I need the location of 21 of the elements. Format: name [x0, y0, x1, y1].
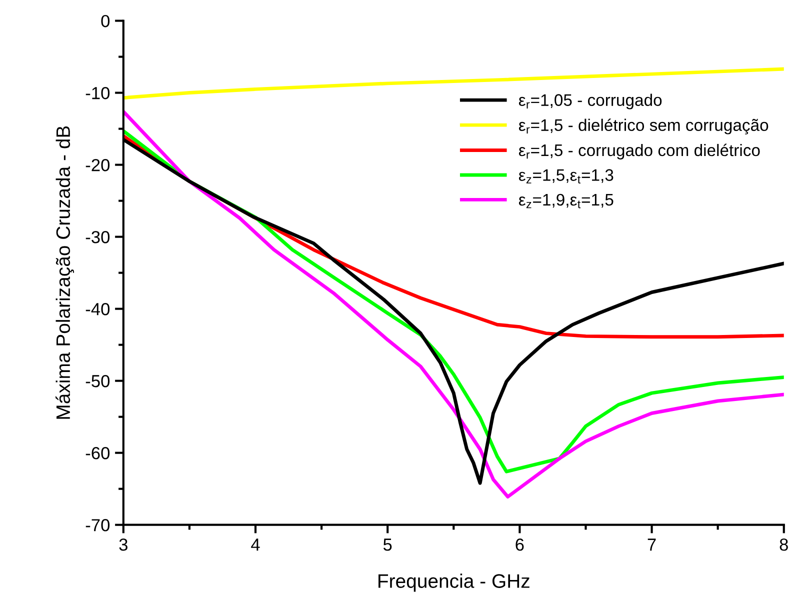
y-tick-label: -20 — [86, 158, 110, 172]
y-tick-label: -30 — [86, 230, 110, 244]
y-tick-label: -10 — [86, 86, 110, 100]
legend-label: ε$_{z}$=1,5,ε$_{t}$=1,3 — [518, 169, 614, 184]
x-tick-label: 4 — [251, 538, 260, 551]
x-tick-label: 6 — [516, 538, 524, 551]
legend-label: ε$_{r}$=1,5 - dielétrico sem corrugação — [518, 118, 768, 134]
x-tick-label: 8 — [780, 538, 788, 551]
x-tick-label: 3 — [119, 538, 128, 551]
x-tick-label: 7 — [648, 538, 656, 551]
y-tick-label: 0 — [101, 14, 110, 28]
legend-label: ε$_{r}$=1,05 - corrugado — [518, 94, 662, 110]
y-tick-label: -60 — [86, 447, 110, 460]
legend-label: ε$_{r}$=1,5 - corrugado com dielétrico — [518, 144, 760, 160]
legend-label: ε$_{z}$=1,9,ε$_{t}$=1,5 — [518, 194, 614, 208]
y-tick-label: -40 — [86, 302, 110, 316]
x-axis-title: Frequencia - GHz — [378, 574, 530, 592]
y-tick-label: -70 — [86, 519, 110, 532]
y-tick-label: -50 — [86, 374, 110, 388]
y-axis-title: Máxima Polarização Cruzada - dB — [56, 126, 74, 419]
x-tick-label: 5 — [383, 538, 392, 551]
